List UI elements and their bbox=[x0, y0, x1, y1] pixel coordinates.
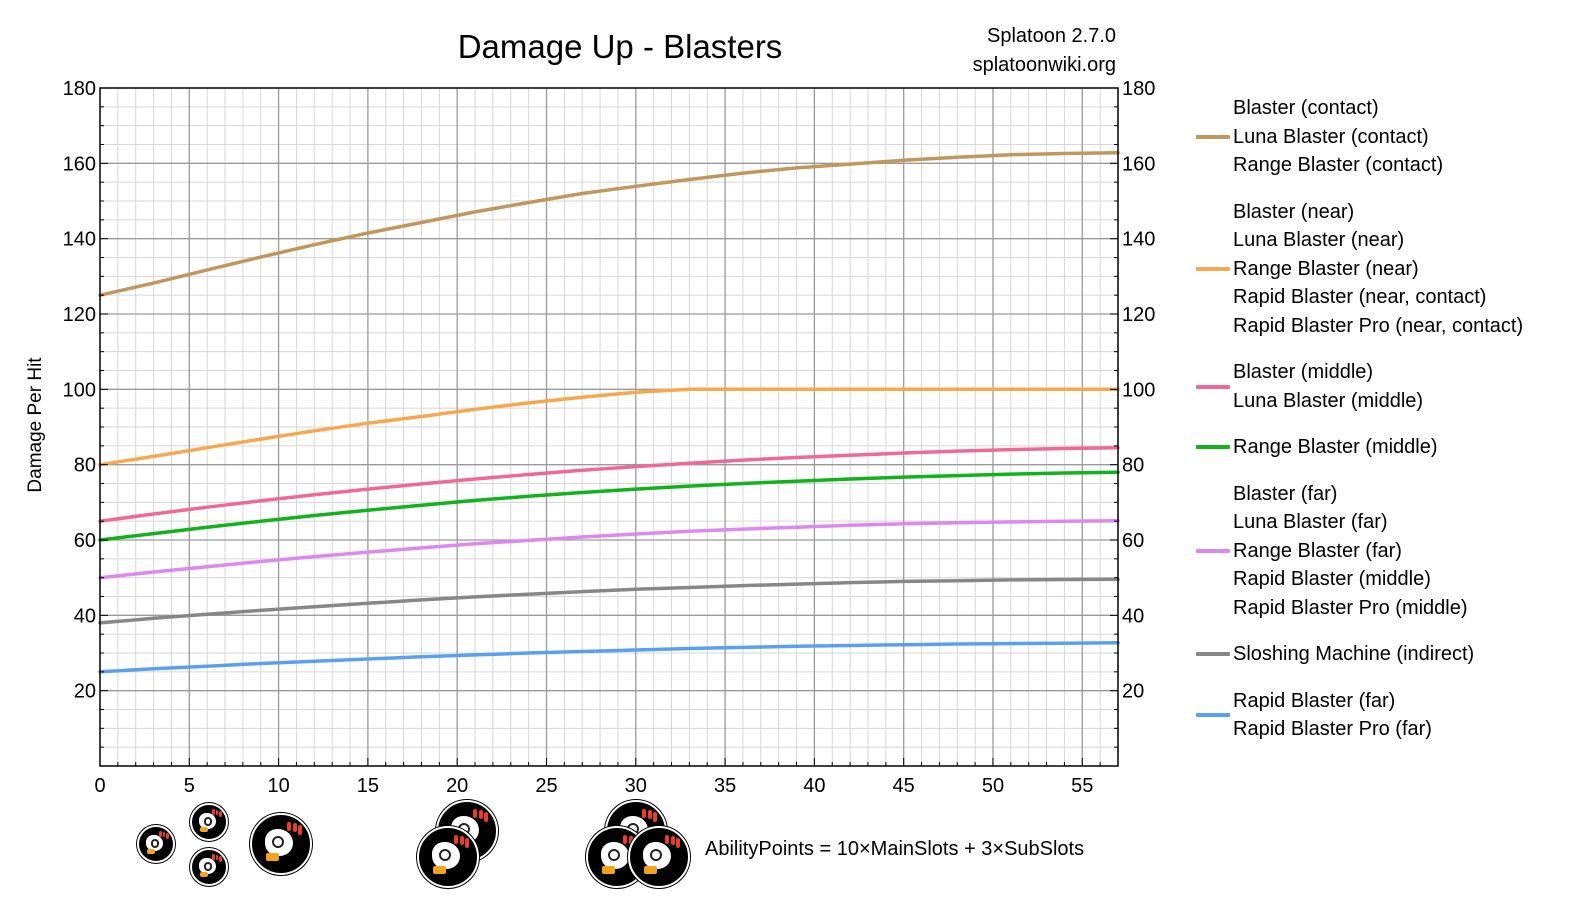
y-tick-label-left: 180 bbox=[63, 78, 96, 100]
y-tick-label-right: 80 bbox=[1122, 455, 1144, 477]
axis-ticks: 0 5 10 15 20 25 30 35 40 45 50 55 20 20 40 40 60 60 80 80 10… bbox=[63, 78, 1156, 797]
legend-swatch bbox=[1196, 713, 1230, 717]
series-line bbox=[98, 387, 1120, 467]
damage-up-ability-icon bbox=[190, 803, 228, 841]
x-tick-label: 55 bbox=[1071, 775, 1093, 797]
y-tick-label-left: 100 bbox=[63, 379, 96, 401]
legend-label: Rapid Blaster Pro (far) bbox=[1233, 718, 1432, 740]
legend-swatch bbox=[1196, 548, 1230, 553]
y-tick-label-right: 40 bbox=[1122, 605, 1144, 627]
damage-up-ability-icon bbox=[628, 826, 690, 888]
legend-entry: Range Blaster (middle) bbox=[1196, 433, 1581, 462]
legend-label: Blaster (middle) bbox=[1233, 361, 1374, 383]
damage-up-ability-icon bbox=[190, 848, 228, 886]
legend-label: Range Blaster (middle) bbox=[1233, 436, 1438, 458]
series-line bbox=[98, 470, 1120, 542]
y-tick-label-left: 20 bbox=[74, 681, 96, 703]
damage-up-ability-icon bbox=[250, 813, 312, 875]
minor-grid bbox=[100, 88, 1118, 766]
x-tick-label: 45 bbox=[893, 775, 915, 797]
series-line bbox=[98, 151, 1120, 297]
x-tick-label: 35 bbox=[714, 775, 736, 797]
y-axis-label: Damage Per Hit bbox=[25, 357, 46, 493]
damage-up-ability-icon bbox=[417, 826, 479, 888]
legend-label: Rapid Blaster (far) bbox=[1233, 689, 1396, 712]
y-tick-label-left: 80 bbox=[74, 455, 96, 477]
legend-label: Rapid Blaster (near, contact) bbox=[1233, 286, 1487, 308]
legend-entry: Blaster (contact) Luna Blaster (contact) R… bbox=[1196, 94, 1581, 180]
x-tick-label: 25 bbox=[535, 775, 557, 797]
legend-entry: Rapid Blaster (far) Rapid Blaster Pro (fa… bbox=[1196, 687, 1581, 744]
legend-swatch bbox=[1196, 384, 1230, 389]
ability-points-formula: AbilityPoints = 10×MainSlots + 3×SubSlot… bbox=[705, 838, 1085, 860]
legend: Blaster (contact) Luna Blaster (contact) R… bbox=[1196, 94, 1581, 762]
series-line bbox=[98, 519, 1120, 580]
y-tick-label-left: 60 bbox=[74, 530, 96, 552]
y-tick-label-right: 180 bbox=[1122, 78, 1155, 100]
y-tick-label-right: 60 bbox=[1122, 530, 1144, 552]
y-tick-label-right: 100 bbox=[1122, 379, 1155, 401]
legend-label: Luna Blaster (middle) bbox=[1233, 389, 1424, 412]
legend-label: Rapid Blaster Pro (middle) bbox=[1233, 596, 1468, 619]
y-tick-label-left: 160 bbox=[63, 153, 96, 175]
x-tick-label: 40 bbox=[803, 775, 825, 797]
source-line: splatoonwiki.org bbox=[972, 54, 1116, 76]
version-line: Splatoon 2.7.0 bbox=[987, 25, 1116, 47]
legend-label: Sloshing Machine (indirect) bbox=[1233, 643, 1475, 665]
x-tick-label: 15 bbox=[357, 775, 379, 797]
y-tick-label-left: 40 bbox=[74, 605, 96, 627]
legend-swatch bbox=[1196, 652, 1230, 657]
legend-label: Rapid Blaster Pro (near, contact) bbox=[1233, 314, 1524, 337]
version-info: Splatoon 2.7.0 splatoonwiki.org bbox=[973, 22, 1116, 80]
damage-up-ability-icon bbox=[137, 825, 175, 863]
legend-label: Blaster (near) bbox=[1233, 200, 1355, 223]
legend-entry: Sloshing Machine (indirect) bbox=[1196, 640, 1581, 669]
x-tick-label: 10 bbox=[267, 775, 289, 797]
series-line bbox=[98, 577, 1120, 625]
x-tick-label: 5 bbox=[184, 775, 195, 797]
legend-label: Blaster (far) bbox=[1233, 482, 1338, 505]
y-tick-label-right: 120 bbox=[1122, 304, 1155, 326]
legend-label: Blaster (contact) bbox=[1233, 97, 1379, 119]
series-line bbox=[98, 445, 1120, 523]
x-tick-label: 20 bbox=[446, 775, 468, 797]
x-tick-label: 0 bbox=[94, 775, 105, 797]
legend-swatch bbox=[1196, 134, 1230, 139]
y-tick-label-right: 20 bbox=[1122, 681, 1144, 703]
legend-entry: Blaster (near) Luna Blaster (near) Range B… bbox=[1196, 198, 1581, 341]
legend-swatch bbox=[1196, 445, 1230, 450]
series-layer bbox=[98, 151, 1120, 674]
x-tick-label: 30 bbox=[625, 775, 647, 797]
legend-label: Luna Blaster (contact) bbox=[1233, 125, 1429, 148]
x-tick-label: 50 bbox=[982, 775, 1004, 797]
series-line bbox=[98, 641, 1120, 674]
y-tick-label-left: 140 bbox=[63, 229, 96, 251]
legend-label: Range Blaster (near) bbox=[1233, 257, 1419, 280]
legend-entry: Blaster (middle) Luna Blaster (middle) bbox=[1196, 358, 1581, 415]
y-tick-label-right: 160 bbox=[1122, 153, 1155, 175]
chart-title: Damage Up - Blasters bbox=[457, 28, 783, 65]
legend-label: Rapid Blaster (middle) bbox=[1233, 568, 1431, 590]
y-tick-label-left: 120 bbox=[63, 304, 96, 326]
legend-label: Range Blaster (far) bbox=[1233, 539, 1402, 562]
legend-label: Luna Blaster (far) bbox=[1233, 511, 1388, 533]
legend-label: Luna Blaster (near) bbox=[1233, 229, 1405, 251]
y-tick-label-right: 140 bbox=[1122, 229, 1155, 251]
legend-swatch bbox=[1196, 266, 1230, 271]
legend-label: Range Blaster (contact) bbox=[1233, 154, 1444, 176]
legend-entry: Blaster (far) Luna Blaster (far) Range Bla… bbox=[1196, 480, 1581, 623]
